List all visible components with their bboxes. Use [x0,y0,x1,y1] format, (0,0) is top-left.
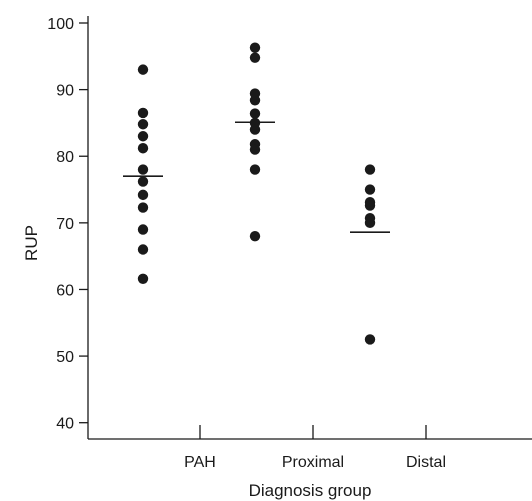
data-point [364,217,376,229]
data-point [137,119,149,130]
data-point [137,273,149,285]
x-tick-label: PAH [184,454,216,471]
data-point [249,52,261,63]
data-point [137,176,149,187]
x-tick-label: Proximal [282,454,344,471]
data-point [364,164,376,175]
data-point [249,164,261,175]
data-point [137,64,149,75]
data-points [137,42,376,345]
data-point [137,107,149,119]
data-point [137,131,149,142]
data-point [364,334,376,345]
y-tick-label: 50 [56,349,74,366]
x-ticks: PAH Proximal Distal [184,425,446,471]
y-tick-label: 100 [47,16,74,33]
x-axis-title: Diagnosis group [249,481,372,500]
data-point [249,108,261,119]
y-ticks: 40 50 60 70 80 90 100 [47,16,88,433]
y-tick-label: 40 [56,416,74,433]
data-point [137,143,149,154]
y-tick-label: 60 [56,282,74,299]
data-point [249,42,261,53]
data-point [249,230,261,242]
data-point [249,144,261,155]
data-point [364,200,376,211]
x-tick-label: Distal [406,454,446,471]
y-tick-label: 80 [56,149,74,166]
data-point [137,202,149,213]
y-axis-title: RUP [22,225,41,261]
data-point [137,189,149,201]
data-point [364,184,376,195]
group-mean-lines [123,121,390,233]
data-point [137,224,149,235]
data-point [137,244,149,255]
y-tick-label: 70 [56,216,74,233]
data-point [249,124,261,135]
data-point [249,95,261,106]
data-point [137,164,149,175]
y-tick-label: 90 [56,83,74,100]
